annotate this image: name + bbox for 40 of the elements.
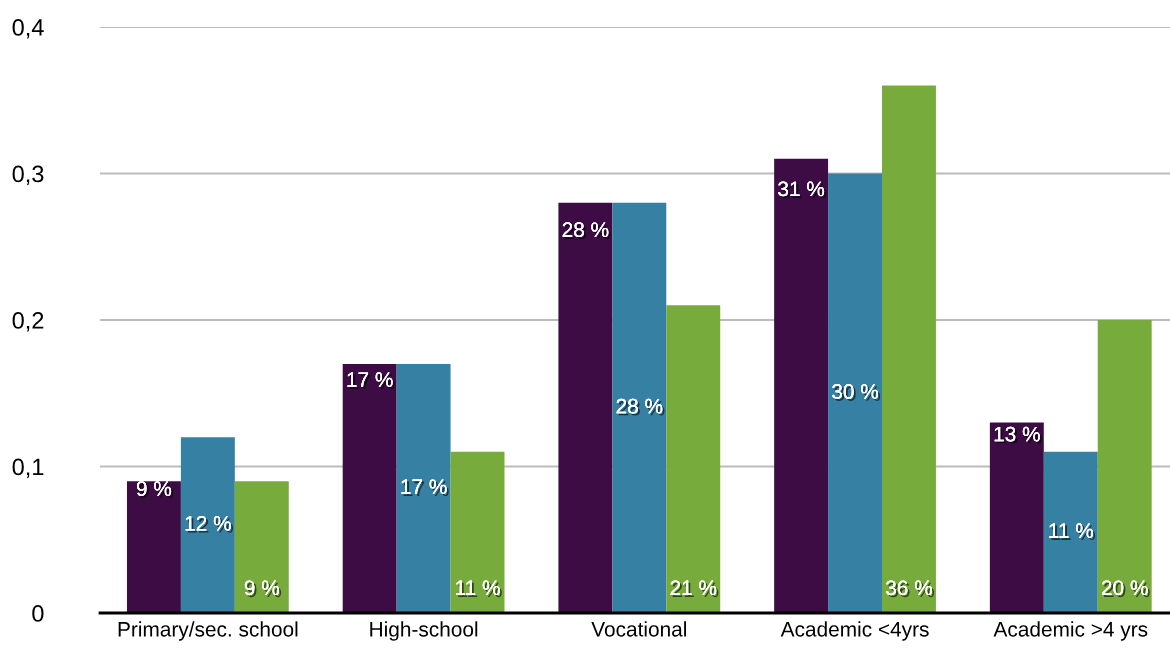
data-label: 21 % <box>670 580 719 598</box>
x-tick-label: Vocational <box>591 621 686 637</box>
x-tick-label: Academic >4 yrs <box>993 621 1148 641</box>
bar <box>126 481 181 613</box>
y-tick-label: 0 <box>32 605 44 622</box>
data-label: 9 % <box>136 481 174 499</box>
bar <box>1097 320 1152 613</box>
bar <box>612 202 667 613</box>
bar <box>828 173 883 613</box>
data-label: 28 % <box>616 398 665 416</box>
bar <box>558 202 613 613</box>
data-label: 28 % <box>562 222 611 240</box>
data-label: 11 % <box>1049 523 1096 541</box>
y-tick-label: 0,4 <box>12 19 44 39</box>
bar <box>180 437 235 613</box>
bar <box>989 422 1044 613</box>
data-label: 13 % <box>994 426 1042 444</box>
data-label: 9 % <box>244 580 282 598</box>
x-tick-label: Academic <4yrs <box>780 621 929 641</box>
bar <box>774 158 829 613</box>
data-label: 31 % <box>778 181 827 199</box>
y-tick-label: 0,2 <box>12 312 44 332</box>
data-label: 20 % <box>1102 580 1150 598</box>
bar <box>882 85 936 613</box>
bar <box>396 363 451 613</box>
bar <box>666 305 721 613</box>
data-label: 11 % <box>456 580 502 598</box>
x-tick-label: High-school <box>370 621 478 641</box>
y-tick-label: 0,1 <box>12 458 44 479</box>
y-tick-label: 0,3 <box>12 165 44 186</box>
bar <box>234 481 289 613</box>
bar <box>1043 451 1098 613</box>
data-label: 17 % <box>347 372 395 389</box>
data-label: 12 % <box>185 515 233 533</box>
data-label: 30 % <box>832 384 881 401</box>
data-label: 36 % <box>886 580 935 598</box>
data-label: 17 % <box>401 479 449 497</box>
bar <box>450 451 505 613</box>
x-tick-label: Primary/sec. school <box>118 621 298 641</box>
bar <box>342 363 397 613</box>
